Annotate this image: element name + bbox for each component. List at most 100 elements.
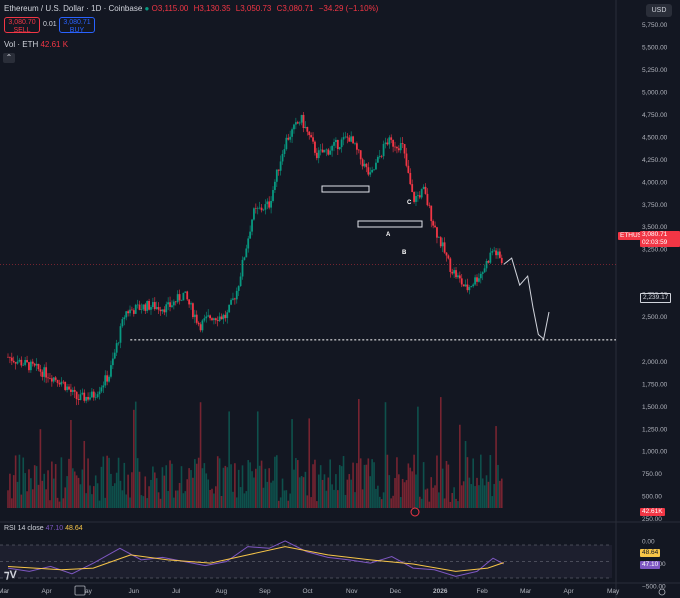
volume-bar (394, 478, 396, 508)
volume-bar (262, 487, 265, 508)
last-price-tag: 3,080.71 02:03:59 (640, 231, 680, 247)
candle-body (437, 237, 440, 238)
volume-bar (342, 456, 345, 508)
volume-bar (12, 475, 15, 508)
volume-bar (188, 468, 190, 508)
volume-bar (83, 440, 86, 508)
candles (7, 111, 503, 406)
price-tick-label: 4,000.00 (642, 179, 668, 186)
candle-body (169, 302, 171, 307)
settings-icon (658, 588, 666, 596)
volume-bar (417, 406, 419, 508)
candle-body (401, 143, 404, 145)
screenshot-icon (74, 585, 86, 596)
volume-bar (476, 477, 478, 508)
candle-body (12, 360, 15, 363)
time-tick-label: Dec (390, 588, 402, 595)
rsi-name: RSI 14 close (4, 525, 44, 532)
time-tick-label: Oct (303, 588, 313, 595)
time-tick-label: ay (85, 588, 93, 595)
price-tick-label: 5,500.00 (642, 45, 668, 52)
time-tick-label: Jun (129, 588, 140, 595)
volume-bar (451, 492, 454, 508)
sell-price: 3,080.70 (8, 19, 36, 26)
countdown-value: 02:03:59 (642, 239, 668, 246)
volume-bar (235, 497, 238, 508)
volume-bar (388, 475, 391, 508)
volume-bar (75, 475, 78, 508)
candle-body (500, 257, 503, 264)
candle-body (384, 142, 387, 144)
volume-bar (298, 477, 301, 508)
candle-body (188, 299, 191, 305)
volume-bar (459, 424, 461, 508)
volume-bar (72, 468, 74, 508)
volume-bar (449, 501, 452, 508)
currency-button[interactable]: USD (646, 4, 672, 17)
candle-body (77, 399, 80, 401)
volume-bar (159, 498, 162, 508)
volume-bar (293, 469, 295, 508)
volume-bar (18, 454, 21, 508)
volume-bar (335, 474, 337, 508)
candle-body (111, 358, 114, 366)
candle-body (10, 357, 13, 361)
candle-body (268, 201, 271, 208)
volume-bar (344, 494, 347, 508)
volume-bar (382, 492, 385, 508)
candle-body (262, 209, 265, 211)
candle-body (199, 324, 202, 331)
volume-bar (312, 464, 314, 508)
buy-button[interactable]: 3,080.71 BUY (59, 17, 95, 34)
volume-bar (100, 466, 103, 508)
volume-bar (66, 476, 68, 508)
volume-bar (7, 490, 9, 508)
volume-bar (361, 489, 364, 508)
candle-body (241, 259, 244, 277)
projection-line (503, 257, 550, 340)
candle-body (474, 277, 476, 285)
volume-bar (319, 465, 322, 508)
volume-bar (464, 441, 467, 508)
volume-legend: Vol · ETH 42.61 K (4, 40, 68, 49)
candle-body (247, 238, 250, 249)
symbol-title[interactable]: Ethereum / U.S. Dollar · 1D · Coinbase (4, 4, 143, 13)
candle-body (260, 207, 263, 211)
volume-bar (106, 455, 108, 508)
candle-body (33, 363, 36, 366)
candle-body (449, 258, 452, 272)
volume-bar (352, 462, 354, 508)
volume-bar (453, 487, 455, 508)
volume-bar (142, 496, 145, 508)
candle-body (485, 261, 488, 269)
candle-body (397, 148, 400, 151)
price-tick-label: 750.00 (642, 471, 662, 478)
candle-body (277, 169, 280, 171)
price-tick-label: 1,750.00 (642, 381, 668, 388)
volume-bar (184, 491, 187, 508)
candle-body (150, 307, 152, 310)
candle-body (81, 392, 84, 395)
volume-bar (178, 482, 181, 508)
candle-body (87, 396, 89, 400)
volume-bar (266, 481, 269, 508)
rsi-ma-tag: 48.64 (640, 549, 661, 557)
candle-body (163, 309, 166, 313)
candle-body (472, 284, 475, 287)
volume-bar (113, 483, 116, 508)
volume-bar (9, 473, 11, 508)
candle-body (275, 169, 278, 182)
zone-rectangle (357, 220, 423, 228)
sell-button[interactable]: 3,080.70 SELL (4, 17, 40, 34)
candle-body (333, 142, 335, 146)
volume-bar (419, 496, 421, 508)
volume-bar (60, 457, 63, 508)
candle-body (205, 316, 208, 319)
volume-bar (104, 497, 107, 508)
collapse-icon[interactable]: ⌃ (3, 53, 15, 63)
candle-body (378, 156, 381, 157)
candle-body (323, 150, 326, 153)
volume-bar (443, 498, 446, 508)
volume-bar (403, 482, 406, 508)
